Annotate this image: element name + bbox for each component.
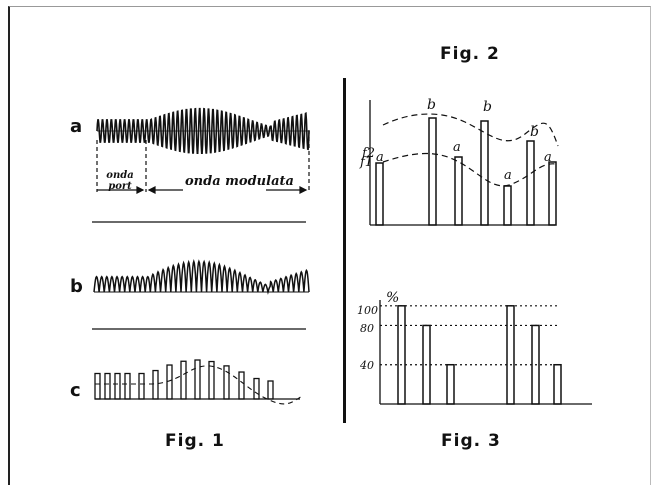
fig1c-pulse [94, 372, 101, 400]
fig2-bar [548, 161, 557, 226]
fig1c-pulse [114, 372, 121, 400]
fig1-row-label-c: c [70, 380, 81, 401]
fig2-bar [454, 156, 463, 226]
figure-frame [8, 6, 651, 485]
modulated-wave-annotation: onda modulata [185, 174, 294, 189]
bar-label-a-3: a [504, 168, 512, 183]
fig1-brackets [96, 130, 310, 194]
bar-label-a-2: a [453, 140, 461, 155]
fig3-bars [397, 305, 562, 405]
fig1c-pulse [138, 372, 145, 400]
fig1c-pulse [208, 360, 215, 400]
bar-label-a-1: a [376, 150, 384, 165]
fig3-bar [506, 305, 515, 405]
bar-label-b-1: b [427, 97, 436, 113]
fig3-bar [397, 305, 406, 405]
vertical-divider [343, 78, 346, 423]
fig1c-pulse [124, 372, 131, 400]
fig3-bar [446, 363, 455, 405]
fig3-tick-80: 80 [360, 322, 374, 335]
fig1-caption: Fig. 1 [165, 431, 225, 451]
fig1c-pulse [194, 359, 201, 400]
fig2-bar [428, 117, 437, 226]
fig2-bars [375, 117, 557, 226]
fig1c-pulse [152, 369, 159, 400]
fig2-caption: Fig. 2 [440, 44, 500, 64]
fig3-tick-100: 100 [357, 304, 378, 317]
fig1c-pulse [223, 365, 230, 400]
fig2-bar [375, 162, 384, 226]
fig1c-pulse [180, 360, 187, 400]
fig1-row-label-a: a [70, 116, 83, 137]
fig1-pulse-waveform [94, 359, 303, 405]
fig1c-envelope [95, 365, 303, 405]
bar-label-b-3: b [530, 124, 539, 140]
fig2-bar [526, 140, 535, 226]
fig1c-pulse [253, 377, 260, 400]
fig1-rectified-waveform [93, 259, 310, 295]
fig3-bar [553, 363, 562, 405]
fig2-bar [503, 185, 512, 226]
fig3-unit-label: % [386, 290, 400, 306]
fig1b-wave-trace [93, 259, 310, 295]
fig3-tick-40: 40 [360, 359, 374, 372]
fig2-bar [480, 120, 489, 226]
curve-label-f2: f2 [362, 146, 376, 161]
fig3-bar [531, 324, 540, 405]
fig3-bar [422, 324, 431, 405]
fig1-row-label-b: b [70, 276, 83, 297]
fig1-modulated-waveform [96, 107, 310, 154]
fig1c-pulse [238, 371, 245, 400]
fig1c-pulse [104, 372, 111, 400]
carrier-wave-annotation: onda port [106, 170, 134, 192]
fig3-axes [379, 300, 592, 405]
fig2-curve-f2 [382, 113, 559, 147]
fig2-curve-f1 [382, 152, 557, 187]
fig3-caption: Fig. 3 [441, 431, 501, 451]
bar-label-a-4: a [544, 150, 552, 165]
fig1c-pulse [267, 380, 274, 400]
fig3-reference-lines [380, 305, 560, 366]
fig1c-pulse [166, 364, 173, 400]
bar-label-b-2: b [483, 99, 492, 115]
